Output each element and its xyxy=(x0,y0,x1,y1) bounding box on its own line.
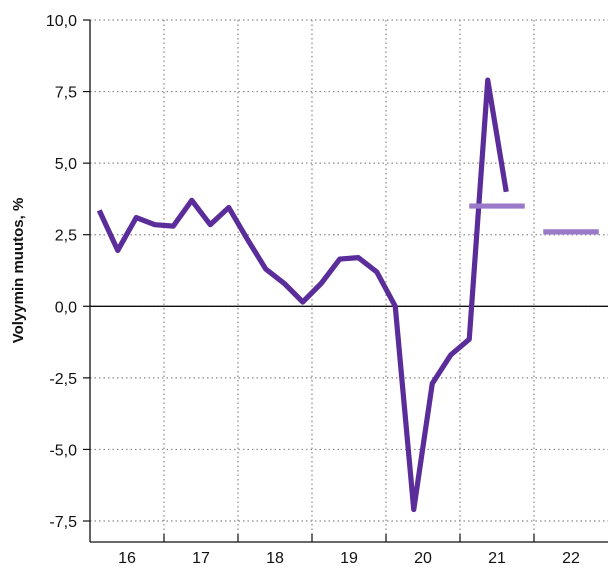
tick-labels: 10,0 7,5 5,0 2,5 0,0 -2,5 -5,0 -7,5 16 17 18 19 20 21… xyxy=(46,13,580,567)
series-line xyxy=(96,77,509,513)
x-tick-label: 22 xyxy=(562,550,580,567)
x-tick-label: 19 xyxy=(340,550,358,567)
axes xyxy=(83,19,608,543)
y-tick-label: 2,5 xyxy=(55,228,77,245)
y-tick-label: 10,0 xyxy=(46,13,77,30)
x-tick-label: 18 xyxy=(266,550,284,567)
y-tick-label: 7,5 xyxy=(55,85,77,102)
y-tick-label: -2,5 xyxy=(49,371,77,388)
series-layer xyxy=(96,77,599,513)
y-tick-label: 5,0 xyxy=(55,156,77,173)
y-tick-label: -5,0 xyxy=(49,442,77,459)
x-tick-label: 16 xyxy=(118,550,136,567)
y-tick-label: 0,0 xyxy=(55,299,77,316)
y-axis-title: Volyymin muutos, % xyxy=(10,198,27,344)
y-tick-label: -7,5 xyxy=(49,514,77,531)
x-tick-label: 17 xyxy=(192,550,210,567)
x-tick-label: 20 xyxy=(414,550,432,567)
grid xyxy=(90,19,608,542)
x-tick-label: 21 xyxy=(488,550,506,567)
